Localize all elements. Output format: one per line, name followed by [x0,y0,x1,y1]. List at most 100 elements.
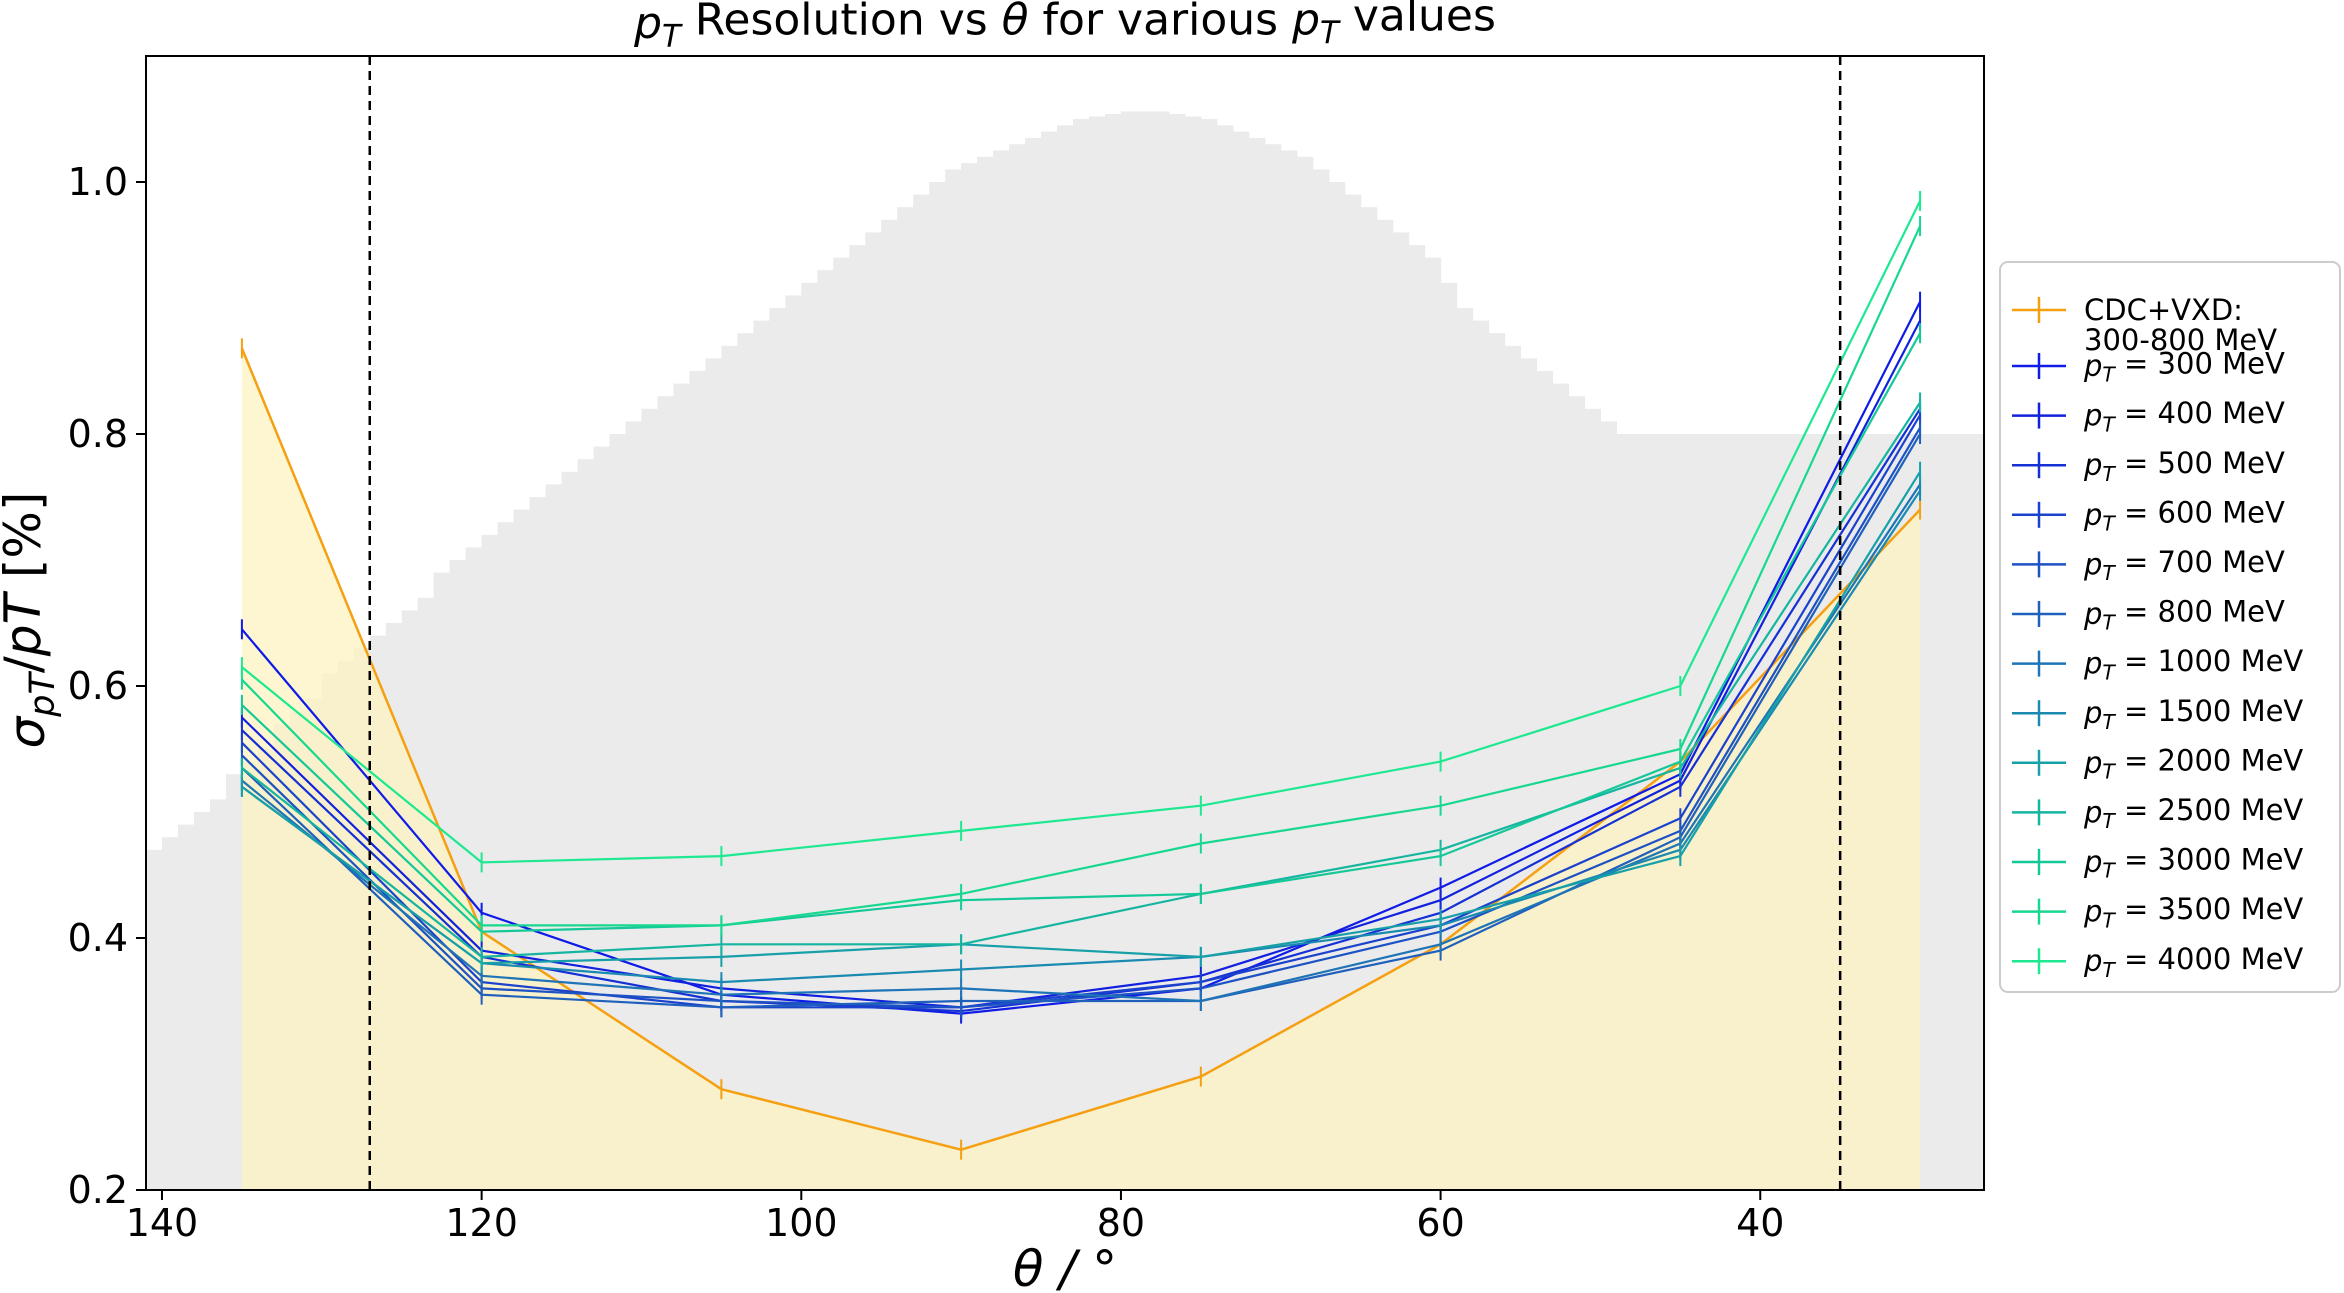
histogram-bar [225,774,243,1190]
histogram-bar [1009,144,1026,1191]
chart-title: pT​ Resolution vs θ for various pT​ valu… [633,0,1496,55]
histogram-bar [1248,137,1266,1190]
histogram-bar [1952,434,1969,1190]
y-tick-label: 0.2 [68,1168,128,1212]
histogram-bar [593,446,611,1191]
histogram-bar [929,182,946,1190]
histogram-bar [673,383,691,1191]
legend-entry-9: pT​ = 2500 MeV [2012,793,2303,833]
x-tick-label: 60 [1416,1201,1464,1245]
series-line [241,225,1922,927]
legend-entry-10: pT​ = 3000 MeV [2012,843,2303,883]
histogram-bar [193,812,211,1190]
series-line [241,320,1922,1009]
histogram-bar [785,295,802,1190]
y-tick-label: 0.4 [68,916,128,960]
legend-entry-12: pT​ = 4000 MeV [2012,942,2303,982]
histogram-bar [209,799,227,1190]
series-line [241,200,1922,864]
histogram-bar [849,245,866,1190]
legend-label: pT​ = 300 MeV [2083,347,2285,387]
histogram-bar [753,320,770,1191]
legend-entry-8: pT​ = 2000 MeV [2012,743,2303,783]
plot-frame [145,55,1985,1191]
legend-entry-5: pT​ = 800 MeV [2012,595,2285,635]
y-tick-label: 0.6 [68,664,128,708]
histogram-bar [1057,125,1074,1190]
legend-box [1999,261,2341,993]
histogram-bar [1344,194,1362,1191]
histogram-bar [1296,156,1314,1190]
series-line [241,408,1921,1013]
series-12 [240,190,1922,873]
histogram-bar [1088,116,1106,1191]
histogram-bar [705,358,722,1190]
histogram-bar [1280,150,1298,1190]
reference-area [241,348,1921,1190]
histogram-bar [1184,116,1202,1191]
histogram-bar [1072,119,1090,1190]
legend-label: pT​ = 1500 MeV [2083,694,2303,734]
legend-entry-6: pT​ = 1000 MeV [2012,644,2303,684]
reference-fill [241,348,1921,1190]
histogram-bar [1216,125,1234,1190]
series-line [241,471,1922,965]
histogram-bar [1232,131,1250,1191]
histogram-bar [1936,434,1953,1190]
legend-entry-0: pT​ = 300 MeV [2012,347,2285,387]
histogram-bar [1264,144,1282,1191]
histogram-bar [881,219,898,1191]
legend-label: pT​ = 3000 MeV [2083,843,2303,883]
histogram-bar [977,156,994,1190]
histogram-bar [817,270,834,1190]
legend-label: pT​ = 700 MeV [2083,545,2285,585]
legend-entry-11: pT​ = 3500 MeV [2012,892,2303,932]
legend-label: pT​ = 600 MeV [2083,495,2285,535]
histogram-bar [1376,219,1394,1191]
boundary-lines [368,56,1842,1190]
histogram-bar [737,333,754,1190]
histogram-bar [833,257,850,1191]
histogram-bar [865,232,882,1190]
histogram-bar [1152,111,1170,1191]
histogram-bar [177,824,195,1190]
histogram-bar [913,194,930,1191]
y-tick-label: 0.8 [68,412,128,456]
series-line [241,433,1922,1009]
histogram-bar [641,408,659,1190]
histogram-bar [1120,111,1138,1191]
histogram-bar [961,163,978,1191]
legend-label: pT​ = 1000 MeV [2083,644,2303,684]
histogram-bar [1025,137,1042,1190]
legend-label: pT​ = 4000 MeV [2083,942,2303,982]
histogram-bar [1136,111,1154,1191]
legend-entry-1: pT​ = 400 MeV [2012,396,2285,436]
histogram-bar [945,169,962,1190]
series-line [241,490,1921,984]
legend-label: 300-800 MeV [2084,323,2277,357]
x-tick-label: 140 [126,1201,199,1245]
histogram-bar [1200,119,1218,1190]
legend-label: pT​ = 2500 MeV [2083,793,2303,833]
series-line [241,483,1921,1003]
histogram-bar [1968,434,1985,1190]
x-axis-label: θ / ° [1013,1240,1117,1293]
legend-entry-reference: CDC+VXD:300-800 MeV [2012,293,2277,357]
legend-label: pT​ = 400 MeV [2083,396,2285,436]
series-line [241,427,1922,1009]
legend-label: CDC+VXD: [2084,293,2243,327]
histogram-bar [1168,113,1186,1191]
legend-label: pT​ = 2000 MeV [2083,743,2303,783]
x-tick-label: 120 [445,1201,518,1245]
legend-label: pT​ = 800 MeV [2083,595,2285,635]
legend-entry-7: pT​ = 1500 MeV [2012,694,2303,734]
histogram-bar [801,282,818,1190]
histogram-bar [721,345,738,1190]
legend-entry-2: pT​ = 500 MeV [2012,446,2285,486]
series-11 [240,216,1922,936]
y-axis-label: σpT​/pT [%] [0,492,63,749]
y-tick-label: 1.0 [68,160,128,204]
legend-entry-4: pT​ = 700 MeV [2012,545,2285,585]
